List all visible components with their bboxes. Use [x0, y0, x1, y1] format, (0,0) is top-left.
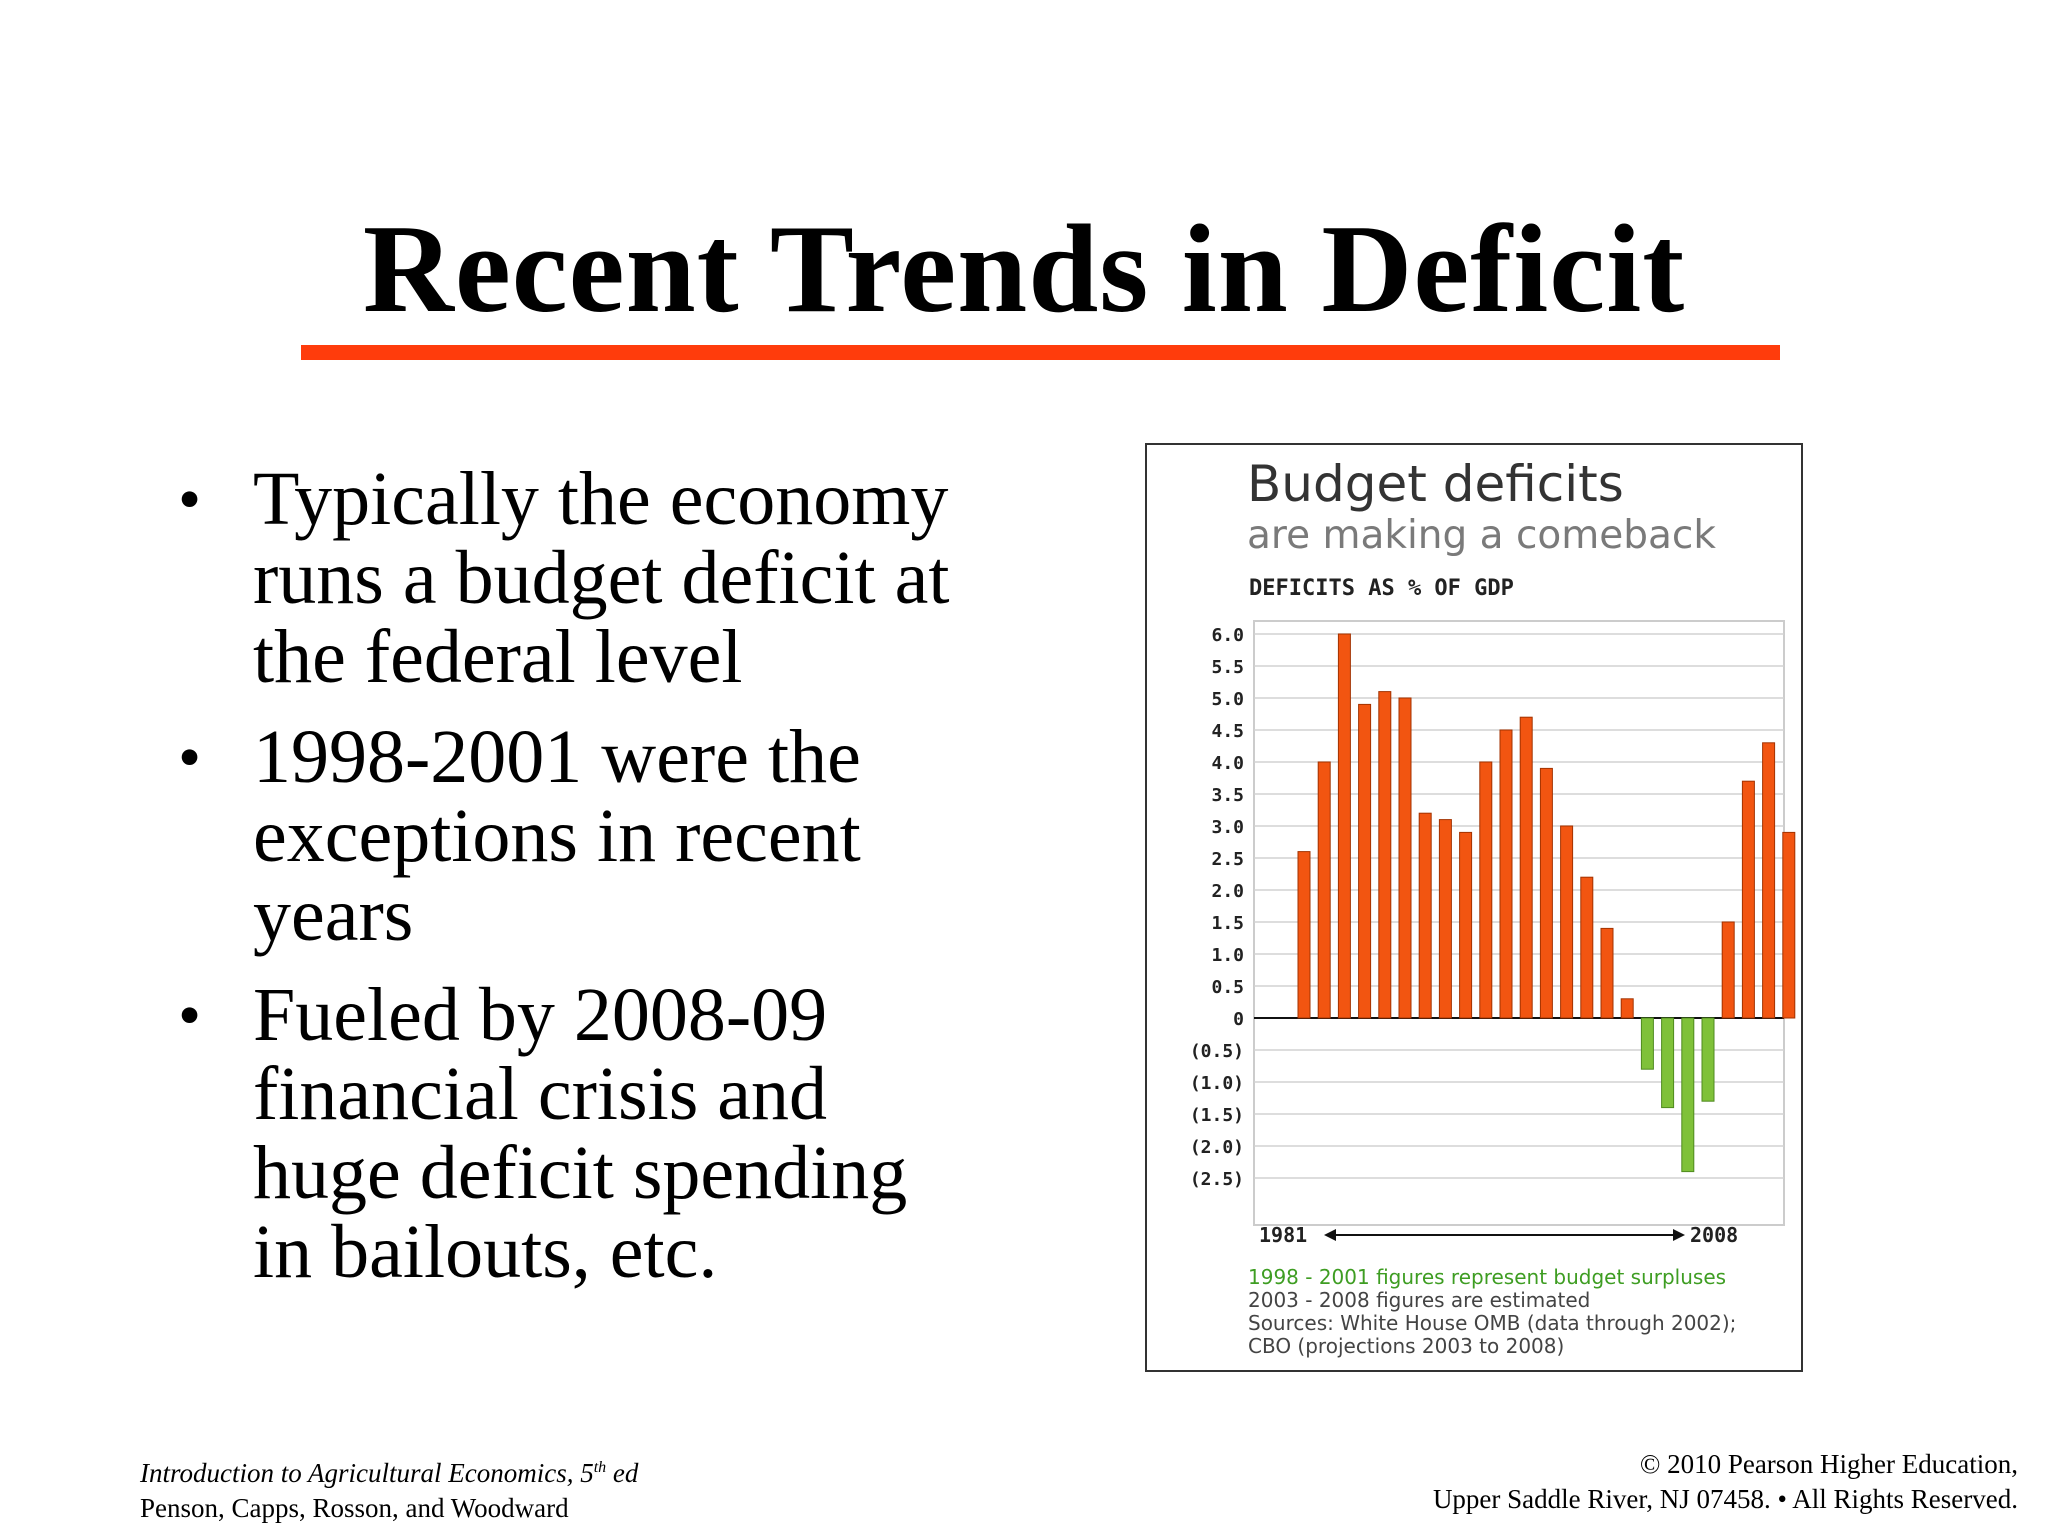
- arrow-left-icon: [1324, 1229, 1336, 1241]
- surplus-bar-1998: [1640, 1017, 1654, 1070]
- deficit-bar-2004: [1762, 742, 1776, 1019]
- bullet-line: years: [253, 873, 414, 957]
- bullet-dot: •: [178, 721, 202, 794]
- surplus-note: 1998 - 2001 figures represent budget sur…: [1248, 1265, 1726, 1289]
- estimate-note: 2003 - 2008 figures are estimated: [1248, 1288, 1590, 1312]
- y-tick-label: 1.5: [1211, 913, 1244, 934]
- y-tick-label: (0.5): [1190, 1041, 1244, 1062]
- surplus-bar-1999: [1661, 1017, 1675, 1109]
- deficit-bar-1989: [1459, 831, 1473, 1019]
- bullet-line: Typically the economy: [253, 457, 949, 541]
- bullet-line: huge deficit spending: [253, 1131, 908, 1215]
- deficit-bar-1994: [1560, 825, 1574, 1019]
- y-tick-label: 3.0: [1211, 817, 1244, 838]
- y-tick-label: 4.5: [1211, 721, 1244, 742]
- bullet-item: • 1998-2001 were the exceptions in recen…: [170, 718, 1030, 955]
- surplus-bar-2001: [1701, 1017, 1715, 1102]
- y-axis-label: DEFICITS AS % OF GDP: [1249, 576, 1514, 601]
- y-tick-label: (1.0): [1190, 1073, 1244, 1094]
- budget-deficit-chart: Budget deficits are making a comeback DE…: [1145, 443, 1803, 1372]
- deficit-bar-1982: [1317, 761, 1331, 1019]
- y-tick-label: 5.5: [1211, 657, 1244, 678]
- y-tick-label: (2.0): [1190, 1137, 1244, 1158]
- bullet-line: in bailouts, etc.: [253, 1210, 718, 1294]
- deficit-bar-1991: [1499, 729, 1513, 1019]
- deficit-bar-1983: [1337, 633, 1351, 1019]
- bullet-line: runs a budget deficit at: [253, 536, 950, 620]
- edition-superscript: th: [593, 1459, 607, 1476]
- deficit-bar-2003: [1741, 780, 1755, 1019]
- x-end-label: 2008: [1690, 1223, 1738, 1247]
- y-tick-label: (1.5): [1190, 1105, 1244, 1126]
- edition-suffix: ed: [606, 1458, 639, 1488]
- arrow-right-icon: [1673, 1229, 1685, 1241]
- deficit-bar-1988: [1438, 819, 1452, 1019]
- deficit-bar-1992: [1519, 716, 1533, 1019]
- title-underline: [301, 345, 1780, 360]
- sources-line-2: CBO (projections 2003 to 2008): [1248, 1334, 1564, 1358]
- y-tick-label: 6.0: [1211, 625, 1244, 646]
- deficit-bar-1990: [1479, 761, 1493, 1019]
- deficit-bar-1995: [1580, 876, 1594, 1019]
- authors: Penson, Capps, Rosson, and Woodward: [140, 1493, 569, 1523]
- chart-title: Budget deficits: [1247, 455, 1624, 513]
- y-tick-label: 4.0: [1211, 753, 1244, 774]
- sources-line-1: Sources: White House OMB (data through 2…: [1248, 1311, 1736, 1335]
- deficit-bar-1993: [1539, 767, 1553, 1019]
- book-title-text: Introduction to Agricultural Economics, …: [140, 1458, 594, 1488]
- footer-copyright: © 2010 Pearson Higher Education, Upper S…: [1433, 1447, 2018, 1517]
- slide-title: Recent Trends in Deficit: [362, 200, 1686, 339]
- book-title: Introduction to Agricultural Economics, …: [140, 1450, 638, 1491]
- copyright-line-1: © 2010 Pearson Higher Education,: [1639, 1449, 2018, 1479]
- y-tick-label: 1.0: [1211, 945, 1244, 966]
- bullet-line: exceptions in recent: [253, 794, 861, 878]
- deficit-bar-1996: [1600, 927, 1614, 1019]
- deficit-bar-1986: [1398, 697, 1412, 1019]
- x-start-label: 1981: [1259, 1223, 1307, 1247]
- bullet-line: the federal level: [253, 615, 743, 699]
- chart-canvas: Budget deficits are making a comeback DE…: [1190, 455, 1796, 1358]
- y-tick-label: 5.0: [1211, 689, 1244, 710]
- y-tick-label: 2.0: [1211, 881, 1244, 902]
- deficit-bar-1985: [1378, 691, 1392, 1019]
- deficit-bar-2005: [1782, 831, 1796, 1019]
- chart-subtitle: are making a comeback: [1247, 513, 1716, 558]
- deficit-bar-1987: [1418, 812, 1432, 1019]
- bullet-line: financial crisis and: [253, 1052, 828, 1136]
- bullet-line: 1998-2001 were the: [253, 715, 861, 799]
- plot-area: 6.0 5.5 5.0 4.5 4.0 3.5 3.0 2.5 2.0 1.5 1.0 0.5 0 (0.…: [1190, 620, 1796, 1226]
- deficit-bar-1984: [1358, 703, 1372, 1019]
- footer-citation: Introduction to Agricultural Economics, …: [140, 1450, 638, 1526]
- plot-border: [1253, 620, 1785, 1226]
- deficit-bar-2002: [1721, 921, 1735, 1019]
- bullet-dot: •: [178, 463, 202, 536]
- y-tick-label: (2.5): [1190, 1169, 1244, 1190]
- y-tick-label: 2.5: [1211, 849, 1244, 870]
- bullet-line: Fueled by 2008-09: [253, 973, 828, 1057]
- y-tick-label: 0: [1233, 1009, 1244, 1030]
- bullet-item: • Fueled by 2008-09 financial crisis and…: [170, 976, 1030, 1292]
- bullet-dot: •: [178, 979, 202, 1052]
- surplus-bar-2000: [1681, 1017, 1695, 1173]
- deficit-bar-1997: [1620, 998, 1634, 1019]
- bullet-list: • Typically the economy runs a budget de…: [170, 460, 1030, 1313]
- y-tick-label: 0.5: [1211, 977, 1244, 998]
- bullet-item: • Typically the economy runs a budget de…: [170, 460, 1030, 697]
- copyright-line-2: Upper Saddle River, NJ 07458. • All Righ…: [1432, 1484, 2018, 1514]
- deficit-bar-1981: [1297, 851, 1311, 1019]
- y-tick-label: 3.5: [1211, 785, 1244, 806]
